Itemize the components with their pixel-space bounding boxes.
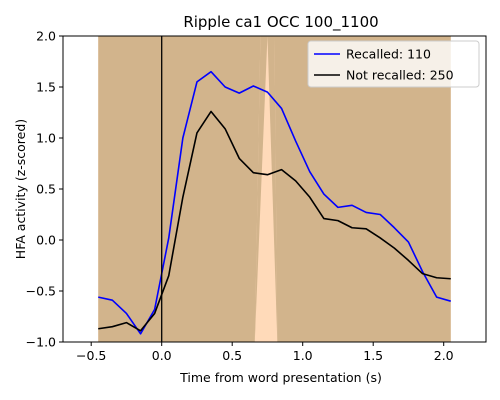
y-tick-label: 0.0 [36,233,56,248]
x-tick-label: 1.5 [363,348,383,363]
series-line-not-recalled [98,110,451,332]
shading-region-left [98,36,261,342]
legend-box [307,40,480,88]
series-line-recalled [98,70,451,335]
y-tick-label: 2.0 [36,29,56,44]
x-tick-label: −0.5 [76,348,106,363]
x-axis-label: Time from word presentation (s) [179,370,382,385]
legend: Recalled: 110 Not recalled: 250 [307,40,480,88]
x-tick-label: 1.0 [293,348,313,363]
axes: −0.5 0.0 0.5 1.0 1.5 2.0 −1.0 −0.5 0.0 0.5 1.0 1.5 2… [26,29,487,363]
shading-wedge-right [267,36,278,342]
y-tick-label: 1.0 [36,131,56,146]
y-tick-label: −0.5 [26,284,56,299]
series-lines [98,70,451,335]
legend-entry: Recalled: 110 [346,47,431,62]
y-tick-label: 1.5 [36,80,56,95]
shading-wedge-left [254,36,268,342]
y-tick-label: −1.0 [26,335,56,350]
x-tick-label: 0.0 [152,348,172,363]
legend-entry: Not recalled: 250 [346,68,454,83]
x-tick-label: 2.0 [434,348,454,363]
chart-title: Ripple ca1 OCC 100_1100 [183,13,378,32]
y-axis-label: HFA activity (z-scored) [13,119,28,259]
x-tick-label: 0.5 [222,348,242,363]
shading-region-right [274,36,451,342]
y-tick-label: 0.5 [36,182,56,197]
